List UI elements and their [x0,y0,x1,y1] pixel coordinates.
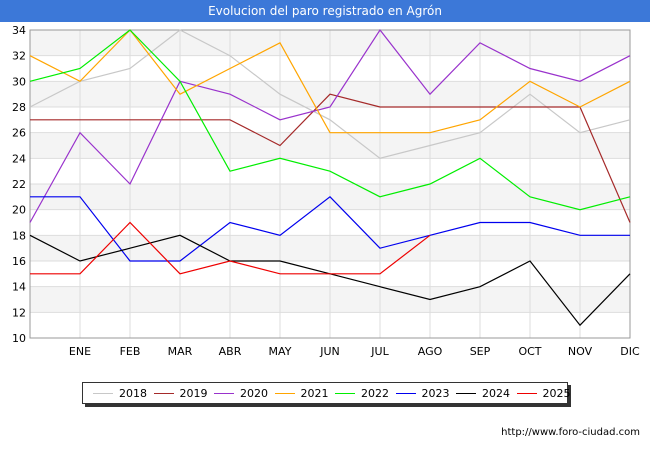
series-line-2019 [30,93,631,223]
source-credit: http://www.foro-ciudad.com [501,427,640,438]
y-tick-label: 22 [12,178,26,191]
legend-swatch [274,392,295,394]
legend-item-2022: 2022 [335,383,389,403]
legend-label: 2019 [179,386,208,400]
y-tick-label: 20 [12,204,26,217]
y-tick-label: 28 [12,101,26,114]
legend-item-2019: 2019 [153,383,208,403]
x-tick-label: DIC [620,345,640,358]
series-line-2020 [29,28,631,223]
series-line-2023 [30,195,630,262]
x-tick-label: ENE [69,345,91,358]
legend-label: 2020 [240,386,268,400]
x-tick-label: SEP [470,345,491,358]
y-tick-label: 32 [12,50,26,63]
series-line-2022 [29,29,631,211]
x-tick-label: MAR [168,345,193,358]
y-tick-label: 30 [12,75,26,88]
x-tick-label: ABR [219,345,242,358]
legend-item-2020: 2020 [214,383,268,403]
x-tick-label: NOV [568,345,593,358]
legend-label: 2021 [300,386,329,400]
y-tick-label: 10 [12,332,26,345]
legend-item-2025: 2025 [516,383,571,403]
legend-item-2023: 2023 [395,383,450,403]
chart-title: Evolucion del paro registrado en Agrón [0,0,650,22]
y-tick-label: 24 [12,152,26,165]
line-chart: 10 12 14 16 18 20 22 24 26 28 30 32 34 ENE FEB MAR ABR MA… [12,24,640,358]
x-tick-label: AGO [418,345,443,358]
series-line-2025 [30,221,431,275]
legend-swatch [456,392,476,394]
x-tick-label: JUN [319,345,340,358]
series-line-2018 [29,29,631,159]
legend-label: 2018 [119,386,147,400]
legend-item-2021: 2021 [274,383,329,403]
y-tick-label: 18 [12,229,26,242]
legend-swatch [335,392,355,394]
y-tick-label: 26 [12,127,26,140]
x-tick-label: FEB [120,345,141,358]
y-tick-label: 14 [12,281,26,294]
legend-swatch [516,392,537,394]
legend-label: 2023 [421,386,450,400]
legend-label: 2025 [542,386,571,400]
legend-item-2018: 2018 [93,383,147,403]
y-tick-label: 12 [12,306,26,319]
y-tick-label: 16 [12,255,26,268]
legend-label: 2022 [361,386,389,400]
legend-swatch [214,392,234,394]
legend-swatch [153,392,174,394]
y-tick-label: 34 [12,24,26,37]
x-tick-label: MAY [269,345,292,358]
legend-label: 2024 [482,386,510,400]
x-tick-label: JUL [370,345,389,358]
plot-frame [29,29,631,339]
legend-swatch [395,392,416,394]
chart-legend: 2018 2019 2020 2021 2022 2023 2024 2025 [82,382,571,404]
x-tick-label: OCT [518,345,541,358]
legend-item-2024: 2024 [456,383,510,403]
legend-swatch [93,392,113,394]
